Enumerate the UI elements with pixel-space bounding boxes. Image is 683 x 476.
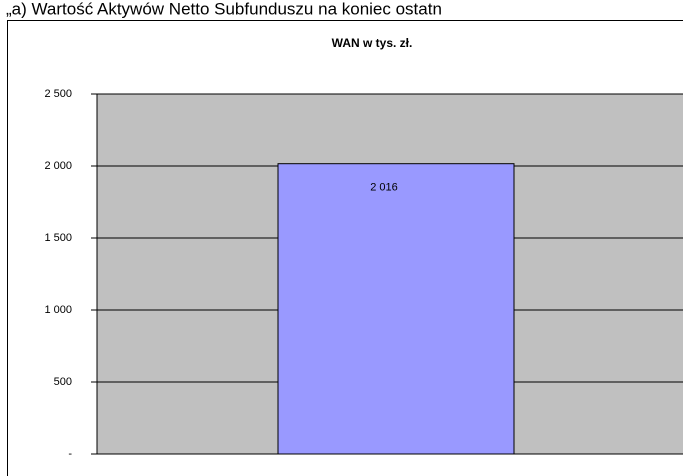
y-tick-label: 1 000	[44, 304, 72, 316]
y-tick-label: 500	[54, 376, 72, 388]
y-tick-label: 2 000	[44, 160, 72, 172]
y-tick-label: 1 500	[44, 232, 72, 244]
chart-title: WAN w tys. zł.	[332, 36, 413, 50]
y-tick-label: 2 500	[44, 88, 72, 100]
page-heading: „a) Wartość Aktywów Netto Subfunduszu na…	[6, 0, 442, 18]
y-tick-label: -	[68, 448, 72, 460]
value-label: 2 016	[370, 182, 398, 194]
bar	[277, 163, 515, 455]
